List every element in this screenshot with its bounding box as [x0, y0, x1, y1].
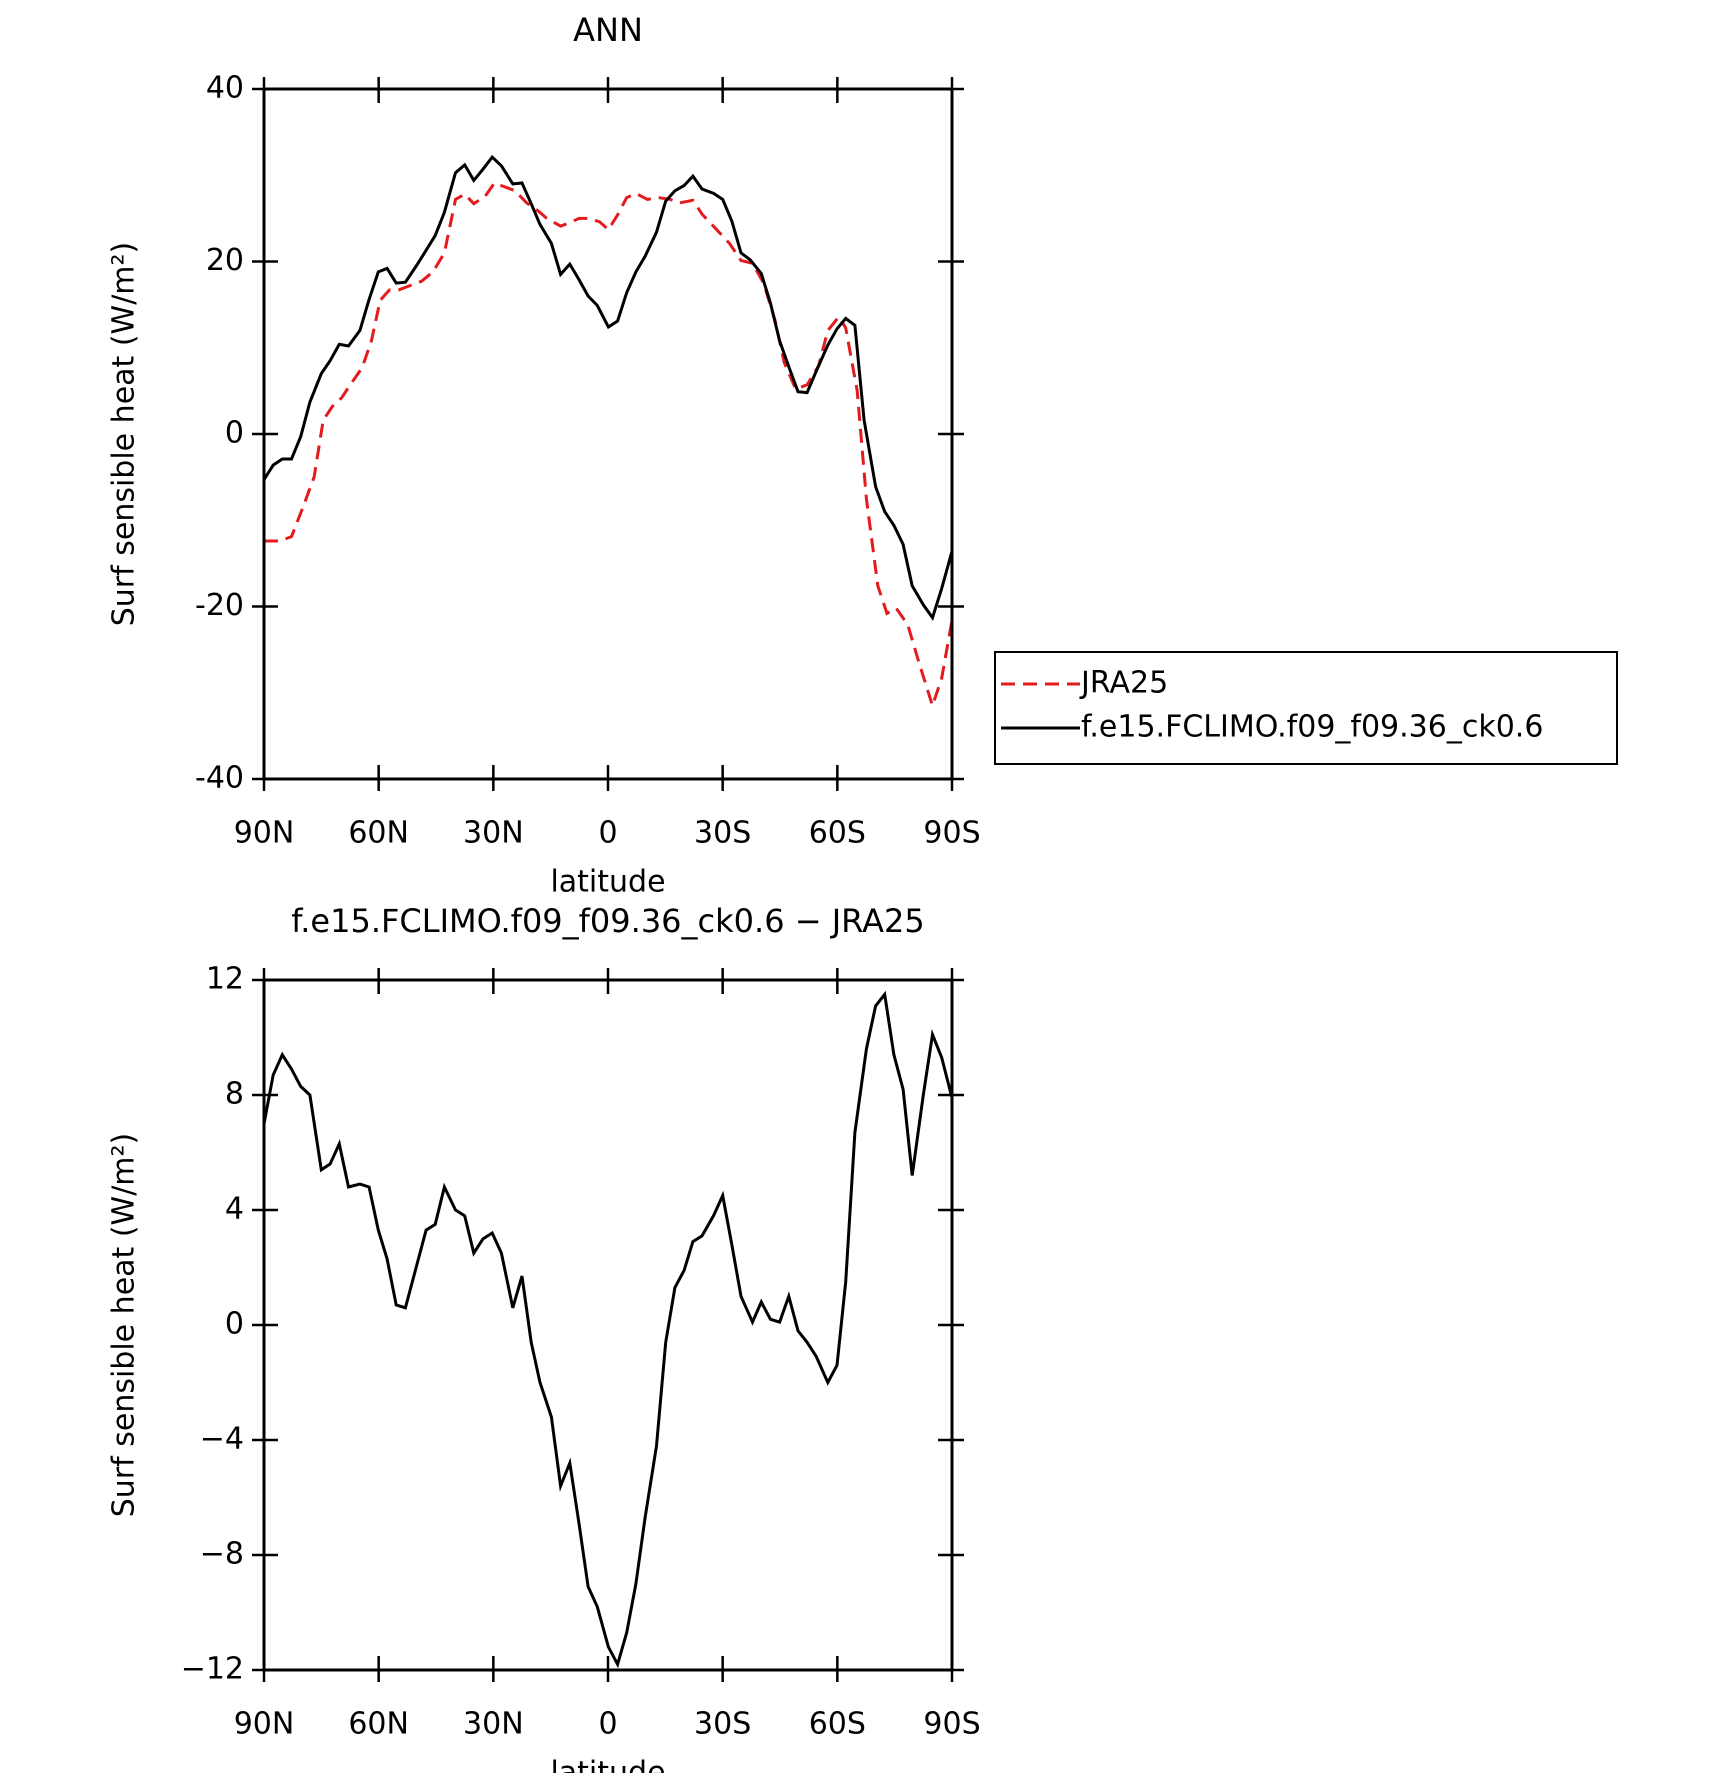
series-line: [262, 154, 954, 622]
x-tick-label: 90S: [923, 1707, 980, 1742]
x-tick-label: 0: [598, 1707, 617, 1742]
x-tick-label: 90N: [234, 1707, 295, 1742]
x-tick-label: 30S: [694, 816, 751, 851]
y-tick-label: -20: [195, 588, 244, 623]
y-tick-label: 40: [206, 71, 244, 106]
x-tick-label: 60N: [348, 816, 409, 851]
x-tick-label: 60N: [348, 1707, 409, 1742]
y-axis-label: Surf sensible heat (W/m²): [107, 1133, 142, 1518]
x-tick-label: 0: [598, 816, 617, 851]
series-line: [262, 990, 954, 1669]
x-tick-label: 90S: [923, 816, 980, 851]
plot-frame: [262, 87, 954, 781]
chart-title: ANN: [573, 11, 643, 49]
series-line: [264, 181, 954, 711]
y-tick-label: −4: [200, 1422, 244, 1457]
legend-label: f.e15.FCLIMO.f09_f09.36_ck0.6: [1081, 710, 1543, 745]
chart-title: f.e15.FCLIMO.f09_f09.36_ck0.6 − JRA25: [291, 902, 924, 940]
y-tick-label: 0: [225, 416, 244, 451]
x-tick-label: 60S: [809, 1707, 866, 1742]
y-tick-label: 4: [225, 1192, 244, 1227]
y-tick-label: -40: [195, 761, 244, 796]
x-tick-label: 90N: [234, 816, 295, 851]
x-axis-label: latitude: [550, 1756, 665, 1774]
y-tick-label: 8: [225, 1077, 244, 1112]
y-tick-label: −12: [181, 1652, 244, 1687]
x-axis-label: latitude: [550, 865, 665, 900]
x-tick-label: 30N: [463, 1707, 524, 1742]
x-tick-label: 30S: [694, 1707, 751, 1742]
y-tick-label: 0: [225, 1307, 244, 1342]
y-axis-label: Surf sensible heat (W/m²): [107, 242, 142, 627]
y-tick-label: −8: [200, 1537, 244, 1572]
legend-box: [994, 651, 1618, 765]
legend-label: JRA25: [1079, 666, 1168, 701]
plot-frame: [262, 978, 954, 1672]
x-tick-label: 30N: [463, 816, 524, 851]
y-tick-label: 12: [206, 962, 244, 997]
x-tick-label: 60S: [809, 816, 866, 851]
y-tick-label: 20: [206, 243, 244, 278]
